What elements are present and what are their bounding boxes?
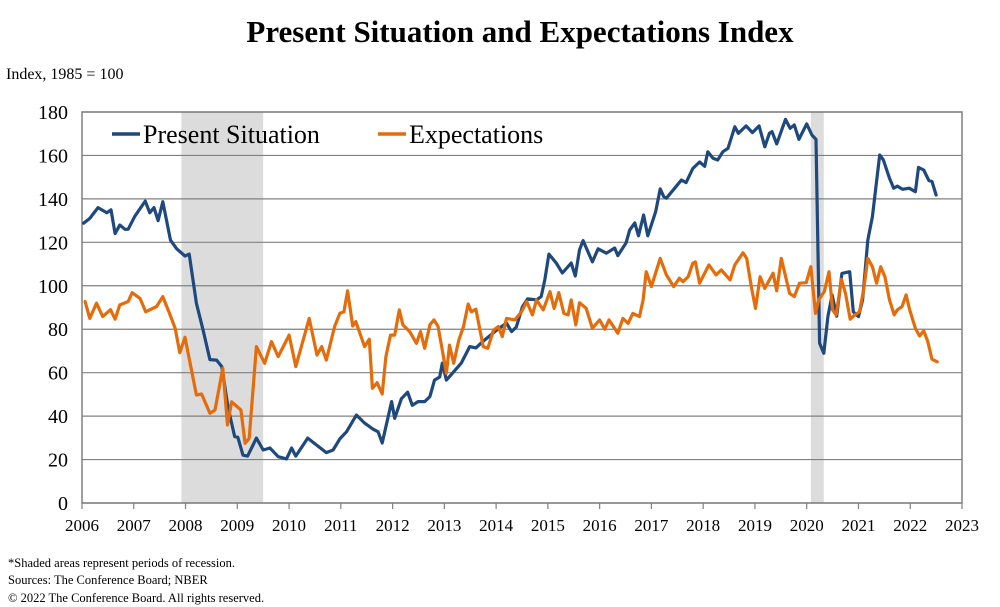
y-tick-label: 100 bbox=[38, 276, 68, 298]
x-tick-label: 2009 bbox=[220, 516, 254, 535]
y-tick-label: 0 bbox=[58, 493, 68, 515]
legend-label: Expectations bbox=[409, 120, 543, 149]
legend-label: Present Situation bbox=[143, 120, 320, 149]
recession-shading bbox=[181, 112, 264, 503]
y-axis-label: Index, 1985 = 100 bbox=[6, 66, 124, 83]
y-tick-label: 140 bbox=[38, 189, 68, 211]
y-tick-label: 20 bbox=[48, 450, 68, 472]
y-tick-label: 160 bbox=[38, 145, 68, 167]
plot-frame bbox=[81, 111, 963, 504]
x-tick-label: 2022 bbox=[893, 516, 927, 535]
footnote-sources: Sources: The Conference Board; NBER bbox=[8, 573, 208, 587]
x-tick-label: 2006 bbox=[65, 516, 99, 535]
x-tick-label: 2015 bbox=[531, 516, 565, 535]
y-tick-label: 180 bbox=[38, 102, 68, 124]
x-tick-label: 2007 bbox=[117, 516, 152, 535]
x-tick-label: 2019 bbox=[738, 516, 772, 535]
x-tick-label: 2023 bbox=[945, 516, 979, 535]
y-tick-label: 80 bbox=[48, 319, 68, 341]
x-tick-label: 2021 bbox=[841, 516, 875, 535]
x-tick-label: 2014 bbox=[479, 516, 514, 535]
footnote-shading: *Shaded areas represent periods of reces… bbox=[8, 556, 235, 570]
x-tick-label: 2012 bbox=[376, 516, 410, 535]
y-tick-label: 40 bbox=[48, 406, 68, 428]
x-tick-label: 2011 bbox=[324, 516, 357, 535]
x-tick-label: 2018 bbox=[686, 516, 720, 535]
y-tick-label: 120 bbox=[38, 232, 68, 254]
x-tick-label: 2020 bbox=[790, 516, 824, 535]
x-tick-label: 2013 bbox=[427, 516, 461, 535]
footnote-copyright: © 2022 The Conference Board. All rights … bbox=[8, 591, 265, 605]
chart-title: Present Situation and Expectations Index bbox=[246, 14, 794, 49]
y-tick-label: 60 bbox=[48, 363, 68, 385]
series-line-expectations bbox=[83, 251, 939, 445]
x-tick-label: 2010 bbox=[272, 516, 306, 535]
x-tick-label: 2017 bbox=[634, 516, 669, 535]
x-tick-label: 2016 bbox=[583, 516, 617, 535]
x-tick-label: 2008 bbox=[169, 516, 203, 535]
